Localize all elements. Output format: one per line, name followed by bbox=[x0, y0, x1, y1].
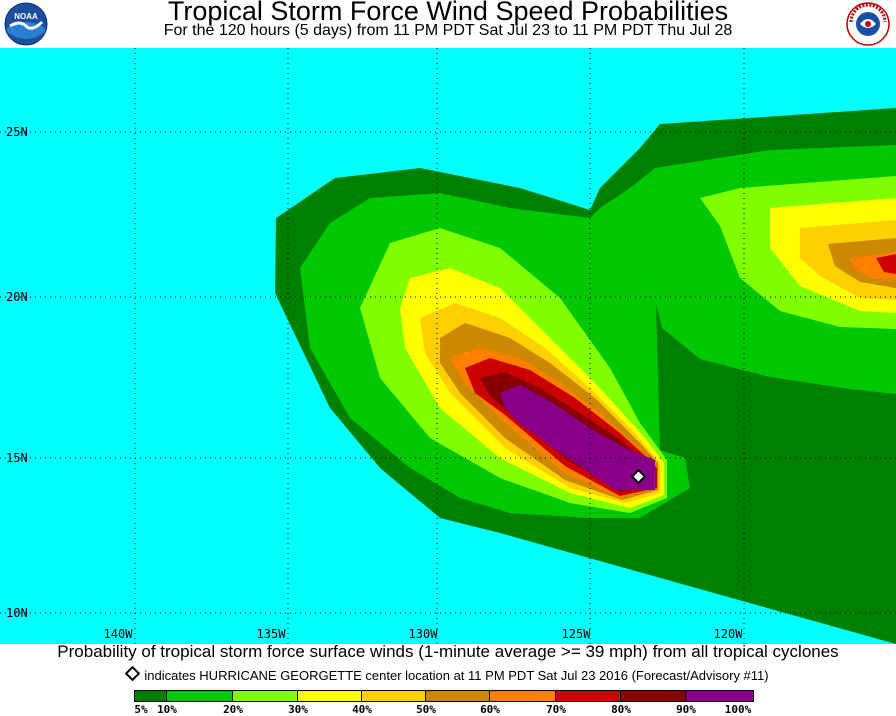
lat-label-20n: 20N bbox=[6, 290, 28, 304]
legend-swatch bbox=[134, 690, 167, 702]
map-title: Tropical Storm Force Wind Speed Probabil… bbox=[167, 0, 729, 26]
latitude-labels: 25N 20N 15N 10N bbox=[6, 125, 28, 620]
lon-label-140w: 140W bbox=[104, 627, 134, 641]
longitude-labels: 140W 135W 130W 125W 120W bbox=[104, 627, 744, 641]
noaa-logo: NOAA bbox=[4, 2, 48, 46]
svg-text:NOAA: NOAA bbox=[14, 12, 38, 21]
legend-label: 70% bbox=[546, 703, 566, 716]
legend-swatch bbox=[233, 690, 298, 702]
legend-label: 100% bbox=[724, 703, 752, 716]
prob-band-90 bbox=[500, 385, 655, 490]
probability-map: 25N 20N 15N 10N 140W 135W 130W 125W 120W bbox=[0, 48, 896, 644]
legend-swatch bbox=[490, 690, 556, 702]
legend-label: 90% bbox=[676, 703, 696, 716]
legend-swatch bbox=[426, 690, 490, 702]
legend-label: 80% bbox=[611, 703, 631, 716]
storm-center-note-text: indicates HURRICANE GEORGETTE center loc… bbox=[144, 668, 769, 683]
legend-label: 40% bbox=[352, 703, 372, 716]
legend-label: 30% bbox=[288, 703, 308, 716]
map-subtitle: For the 120 hours (5 days) from 11 PM PD… bbox=[163, 22, 733, 39]
lon-label-125w: 125W bbox=[562, 627, 592, 641]
legend-swatch bbox=[686, 690, 754, 702]
lat-label-10n: 10N bbox=[6, 606, 28, 620]
legend-label: 60% bbox=[480, 703, 500, 716]
lon-label-120w: 120W bbox=[714, 627, 744, 641]
lon-label-135w: 135W bbox=[257, 627, 287, 641]
prob-band-70 bbox=[876, 254, 896, 274]
legend-swatch bbox=[298, 690, 362, 702]
storm-center-symbol bbox=[125, 665, 141, 682]
nws-logo bbox=[846, 2, 890, 46]
map-caption: Probability of tropical storm force surf… bbox=[57, 642, 839, 661]
legend-label: 5% bbox=[134, 703, 148, 716]
legend-swatch bbox=[621, 690, 686, 702]
lat-label-25n: 25N bbox=[6, 125, 28, 139]
storm-center-marker bbox=[630, 468, 647, 485]
legend-swatch bbox=[556, 690, 621, 702]
probability-legend bbox=[134, 690, 754, 702]
legend-label: 10% bbox=[157, 703, 177, 716]
legend-label: 20% bbox=[223, 703, 243, 716]
storm-center-note: indicates HURRICANE GEORGETTE center loc… bbox=[0, 665, 896, 683]
probability-contours bbox=[275, 108, 896, 644]
lat-label-15n: 15N bbox=[6, 451, 28, 465]
legend-swatch bbox=[362, 690, 426, 702]
lon-label-130w: 130W bbox=[409, 627, 439, 641]
legend-swatch bbox=[167, 690, 233, 702]
legend-label: 50% bbox=[416, 703, 436, 716]
